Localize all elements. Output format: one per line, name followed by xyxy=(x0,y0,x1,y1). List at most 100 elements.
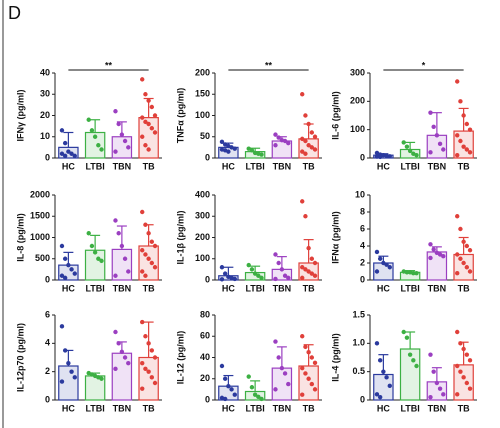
data-point xyxy=(401,329,406,335)
data-point xyxy=(66,149,71,154)
data-point xyxy=(62,153,68,159)
data-point xyxy=(384,375,389,380)
error-bar xyxy=(405,331,416,349)
data-point xyxy=(249,267,255,272)
data-point xyxy=(219,363,225,369)
data-point xyxy=(246,374,251,379)
x-tick-label: TBN xyxy=(113,161,132,171)
data-point xyxy=(69,267,74,272)
data-point xyxy=(276,135,281,140)
data-point xyxy=(122,138,128,144)
data-point xyxy=(152,113,158,118)
error-bar xyxy=(276,346,287,369)
data-point xyxy=(461,144,466,149)
data-point xyxy=(59,151,65,156)
data-point xyxy=(414,271,419,276)
data-point xyxy=(306,143,311,148)
data-point xyxy=(86,117,91,122)
data-point xyxy=(467,127,473,132)
x-tick-label: HC xyxy=(62,283,75,293)
x-tick-label: TB xyxy=(458,161,470,171)
x-tick-label: LTBI xyxy=(85,161,104,171)
data-point xyxy=(377,358,383,363)
data-point xyxy=(249,148,255,153)
panel: IFNα (pg/ml) 0 2 4 6 8 10 HC LTBI TBN TB xyxy=(330,189,477,293)
data-point xyxy=(126,145,131,150)
data-point xyxy=(59,379,65,384)
data-point xyxy=(113,109,118,114)
data-point xyxy=(464,243,470,249)
y-tick-label: 0 xyxy=(360,274,365,284)
data-point xyxy=(146,231,151,236)
panel: IL-6 (pg/ml) 0 100 200 300 HC LTBI TBN TB * xyxy=(330,60,477,171)
data-point xyxy=(279,365,285,371)
x-tick-label: TBN xyxy=(113,283,132,293)
data-point xyxy=(143,119,148,125)
panel: IL-8 (pg/ml) 0 500 1000 1500 2000 HC LTBI TBN TB xyxy=(15,189,162,293)
data-point xyxy=(140,77,145,82)
y-tick-label: 0.5 xyxy=(352,366,365,376)
y-tick-label: 0 xyxy=(45,274,50,284)
y-tick-label: 100 xyxy=(195,253,210,263)
data-point xyxy=(146,256,151,261)
y-tick-label: 40 xyxy=(40,67,50,77)
data-point xyxy=(455,133,460,138)
data-point xyxy=(126,360,131,366)
data-point xyxy=(309,271,315,276)
x-tick-label: LTBI xyxy=(400,403,419,413)
data-point xyxy=(122,256,128,261)
data-point xyxy=(152,243,158,249)
data-point xyxy=(306,349,311,355)
data-point xyxy=(146,121,151,127)
data-point xyxy=(273,339,278,344)
x-tick-label: HC xyxy=(377,161,390,171)
data-point xyxy=(146,147,151,152)
x-tick-label: TBN xyxy=(273,403,292,413)
data-point xyxy=(461,375,466,380)
data-point xyxy=(89,128,95,133)
x-tick-label: HC xyxy=(222,403,235,413)
data-point xyxy=(92,134,98,139)
data-point xyxy=(279,267,285,272)
data-point xyxy=(303,371,308,376)
data-point xyxy=(226,383,231,389)
data-point xyxy=(252,392,258,397)
y-tick-label: 4 xyxy=(45,338,50,348)
data-point xyxy=(374,392,380,397)
x-tick-label: TB xyxy=(143,403,155,413)
data-point xyxy=(59,324,65,329)
data-point xyxy=(455,392,460,397)
x-tick-label: LTBI xyxy=(85,283,104,293)
x-tick-label: TBN xyxy=(113,403,132,413)
data-point xyxy=(428,150,433,155)
x-tick-label: HC xyxy=(62,403,75,413)
error-bar xyxy=(90,119,101,133)
x-tick-label: TBN xyxy=(273,161,292,171)
data-point xyxy=(461,239,466,244)
data-point xyxy=(300,365,305,371)
data-point xyxy=(458,138,463,144)
data-point xyxy=(282,273,288,278)
data-point xyxy=(455,363,460,369)
data-point xyxy=(119,349,125,355)
data-point xyxy=(232,392,237,397)
data-point xyxy=(464,380,470,386)
data-point xyxy=(140,269,145,274)
y-tick-label: 6 xyxy=(360,223,365,233)
data-point xyxy=(72,375,77,380)
data-point xyxy=(467,358,473,363)
data-point xyxy=(300,149,305,154)
data-point xyxy=(381,369,386,374)
y-tick-label: 1000 xyxy=(30,232,50,242)
x-tick-label: TBN xyxy=(273,283,292,293)
y-tick-label: 150 xyxy=(195,89,210,99)
data-point xyxy=(246,262,251,268)
data-point xyxy=(140,134,145,139)
y-tick-label: 300 xyxy=(195,211,210,221)
data-point xyxy=(146,98,151,103)
y-tick-label: 500 xyxy=(35,253,50,263)
panel-label: D xyxy=(8,3,21,23)
y-axis-label: IFNγ (pg/ml) xyxy=(15,90,25,142)
y-tick-label: 2 xyxy=(45,366,50,376)
data-point xyxy=(467,150,473,155)
